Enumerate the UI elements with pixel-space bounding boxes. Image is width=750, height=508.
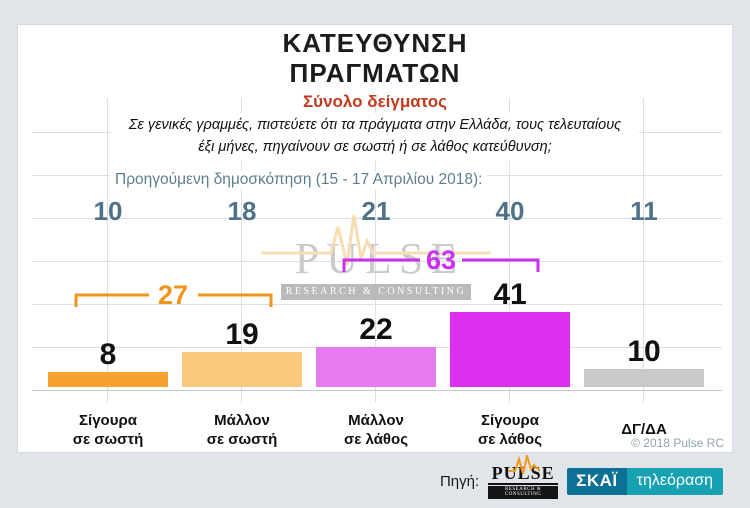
pulse-logo-tagline: RESEARCH & CONSULTING [488, 485, 559, 499]
chart-title-line2: ΠΡΑΓΜΑΤΩΝ [289, 58, 461, 89]
chart-header: ΚΑΤΕΥΘΥΝΣΗ ΠΡΑΓΜΑΤΩΝ Σύνολο δείγματος [18, 28, 732, 112]
gridline-vertical [509, 98, 510, 403]
survey-question: Σε γενικές γραμμές, πιστεύετε ότι τα πρά… [111, 113, 639, 161]
bracket-wrong-sum-label: 63 [426, 245, 456, 275]
previous-poll-value: 21 [361, 196, 391, 226]
bracket-wrong-direction-right [462, 258, 540, 272]
chart-panel: PULSE RESEARCH & CONSULTING ΚΑΤΕΥΘΥΝΣΗ Π… [17, 24, 733, 453]
skai-logo-channel: ΣΚΑΪ [567, 467, 627, 495]
previous-poll-value: 18 [227, 196, 257, 226]
bracket-correct-sum-label: 27 [158, 280, 188, 310]
gridline-horizontal [32, 304, 722, 305]
skai-logo-suffix: τηλεόραση [626, 467, 723, 495]
category-label-line: Μάλλον [214, 411, 270, 429]
previous-poll-value: 10 [93, 196, 123, 226]
bar-value-label: 22 [359, 313, 393, 346]
category-label: Σίγουρα σε σωστή [41, 410, 175, 450]
bar-value-label: 8 [99, 338, 117, 371]
bar-mallon-se-sosti [182, 352, 302, 387]
category-label-line: σε λάθος [344, 431, 408, 448]
gridline-vertical [375, 98, 376, 403]
gridline-vertical [643, 98, 644, 403]
category-label-line: Σίγουρα [79, 411, 137, 429]
bar-value-label: 41 [493, 278, 527, 311]
category-label: ΔΓ/ΔΑ [577, 410, 711, 450]
category-label-line: σε σωστή [206, 431, 278, 448]
survey-question-line1: Σε γενικές γραμμές, πιστεύετε ότι τα πρά… [128, 117, 622, 133]
source-label: Πηγή: [439, 472, 480, 490]
watermark-tagline-ribbon: RESEARCH & CONSULTING [281, 284, 471, 300]
category-label: Μάλλον σε λάθος [309, 410, 443, 450]
survey-question-line2: έξι μήνες, πηγαίνουν σε σωστή ή σε λάθος… [198, 138, 552, 155]
bar-mallon-se-lathos [316, 347, 436, 387]
previous-poll-label: Προηγούμενη δημοσκόπηση (15 - 17 Απριλίο… [110, 171, 488, 189]
bar-dg-da [584, 369, 704, 387]
category-label-line: Μάλλον [348, 411, 404, 429]
x-axis-line [32, 390, 722, 391]
gridline-horizontal [32, 218, 722, 219]
category-label-line: Σίγουρα [481, 411, 539, 429]
heartbeat-line-icon [508, 454, 541, 474]
bar-sigoura-se-sosti [48, 372, 168, 387]
category-label: Σίγουρα σε λάθος [443, 410, 577, 450]
bracket-wrong-direction-left [342, 258, 420, 272]
bar-sigoura-se-lathos [450, 312, 570, 387]
bar-value-label: 10 [627, 335, 661, 368]
sum-brackets: 27 63 [74, 245, 540, 310]
bracket-correct-direction-right [198, 293, 273, 307]
category-label-line: ΔΓ/ΔΑ [621, 421, 667, 439]
category-label: Μάλλον σε σωστή [175, 410, 309, 450]
previous-poll-values-row: 10 18 21 40 11 [41, 196, 711, 227]
chart-title-line1: ΚΑΤΕΥΘΥΝΣΗ [282, 28, 468, 58]
previous-poll-value: 40 [495, 196, 525, 226]
bar-value-label: 19 [225, 318, 259, 351]
copyright-note: © 2018 Pulse RC [631, 436, 724, 450]
category-label-line: σε λάθος [478, 431, 542, 448]
pulse-logo: PULSE RESEARCH & CONSULTING [488, 454, 559, 499]
category-label-line: σε σωστή [72, 431, 144, 448]
gridline-vertical [107, 98, 108, 403]
previous-poll-value: 11 [630, 196, 658, 226]
chart-subtitle: Σύνολο δείγματος [302, 91, 448, 111]
source-footer: Πηγή: PULSE RESEARCH & CONSULTING ΣΚΑΪ τ… [439, 454, 723, 501]
bracket-correct-direction-left [74, 293, 149, 307]
category-axis-labels: Σίγουρα σε σωστή Μάλλον σε σωστή Μάλλον … [41, 410, 711, 450]
gridline-vertical [241, 98, 242, 403]
skai-logo: ΣΚΑΪ τηλεόραση [567, 467, 723, 495]
heartbeat-line-icon [261, 214, 491, 266]
